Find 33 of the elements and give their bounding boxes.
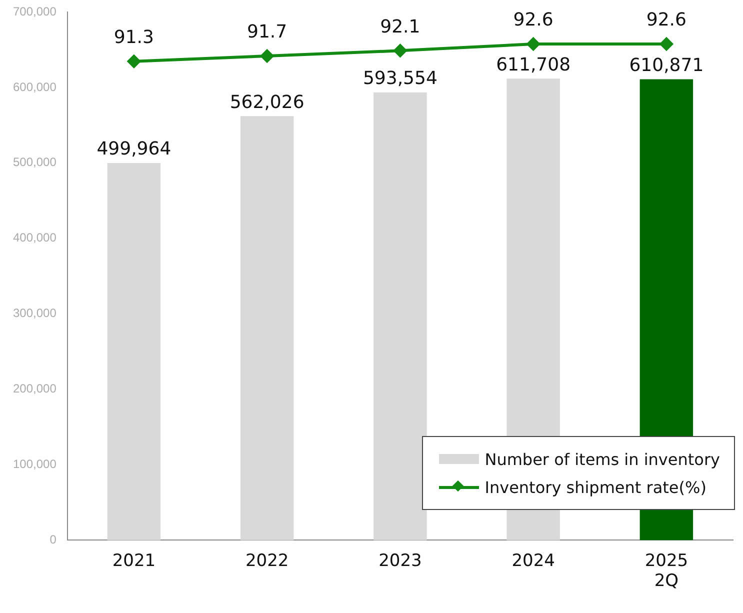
point [260, 50, 274, 63]
y-tick-label: 200,000 [12, 382, 57, 396]
y-tick-label: 700,000 [12, 4, 57, 18]
y-tick-label: 0 [50, 532, 57, 547]
y-tick-label: 600,000 [12, 80, 57, 94]
data-label: 610,871 [629, 54, 704, 76]
legend-label: Number of items in inventory [484, 450, 720, 469]
point [526, 38, 540, 51]
data-label: 611,708 [496, 54, 571, 76]
point [394, 44, 407, 58]
data-label: 91.7 [247, 22, 288, 43]
y-tick-label: 500,000 [12, 155, 57, 170]
data-label: 562,026 [230, 92, 304, 113]
bar [240, 116, 294, 540]
data-label: 92.6 [513, 10, 554, 31]
x-tick-label: 2024 [512, 550, 555, 571]
bar [107, 162, 161, 540]
point [660, 38, 673, 51]
x-tick-label: 2025 2Q [644, 550, 688, 592]
x-tick-label: 2023 [378, 550, 422, 571]
y-tick-label: 400,000 [12, 230, 57, 245]
data-label: 92.1 [380, 16, 420, 38]
x-tick-label: 2022 [245, 550, 289, 571]
x-tick-label: 2021 [112, 550, 156, 571]
point [127, 54, 140, 68]
bar [374, 92, 427, 540]
legend-label: Inventory shipment rate(%) [484, 478, 706, 497]
data-label: 91.3 [114, 27, 154, 48]
y-tick-label: 100,000 [12, 457, 57, 472]
y-tick-label: 300,000 [12, 306, 57, 320]
data-label: 593,554 [362, 68, 438, 89]
data-label: 92.6 [646, 10, 686, 31]
data-label: 499,964 [96, 138, 172, 160]
